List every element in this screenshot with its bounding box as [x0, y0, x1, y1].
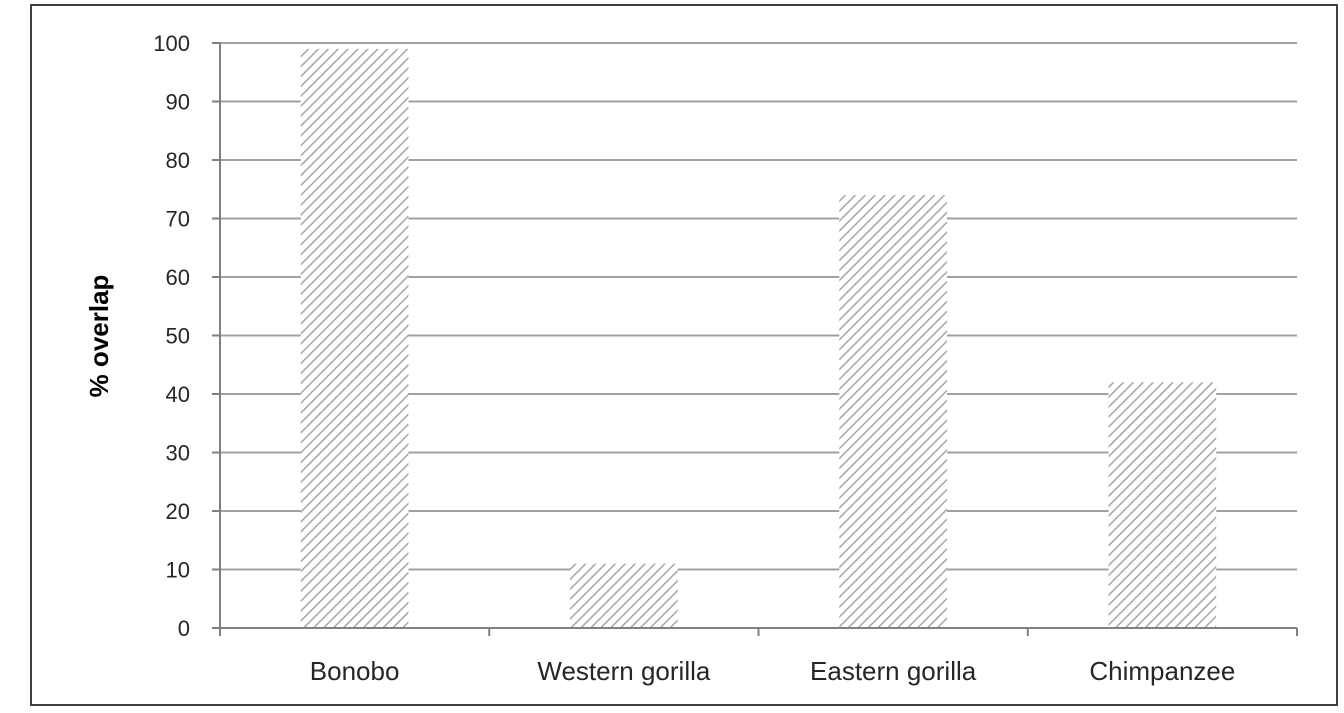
x-tick-label: Bonobo [310, 656, 400, 686]
y-axis-title: % overlap [84, 275, 114, 398]
x-tick-label: Western gorilla [537, 656, 710, 686]
y-tick-label: 70 [166, 207, 190, 232]
bars [300, 48, 1217, 629]
y-tick-label: 0 [178, 616, 190, 641]
y-tick-label: 10 [166, 558, 190, 583]
bar-bonobo [300, 48, 409, 629]
y-tick-label: 80 [166, 148, 190, 173]
y-tick-labels: 0 10 20 30 40 50 60 70 80 90 100 [153, 31, 190, 641]
axes [219, 43, 1298, 636]
y-tick-label: 20 [166, 499, 190, 524]
y-tick-label: 30 [166, 441, 190, 466]
y-tick-label: 40 [166, 382, 190, 407]
y-tick-label: 50 [166, 324, 190, 349]
x-tick-label: Chimpanzee [1089, 656, 1235, 686]
bar-western-gorilla [570, 563, 678, 628]
y-tick-label: 90 [166, 90, 190, 115]
x-tick-labels: Bonobo Western gorilla Eastern gorilla Chim… [310, 656, 1236, 686]
y-tick-label: 60 [166, 265, 190, 290]
x-tick-label: Eastern gorilla [810, 656, 977, 686]
y-tick-label: 100 [153, 31, 190, 56]
bar-eastern-gorilla [839, 195, 947, 628]
bar-chimpanzee [1108, 382, 1217, 628]
